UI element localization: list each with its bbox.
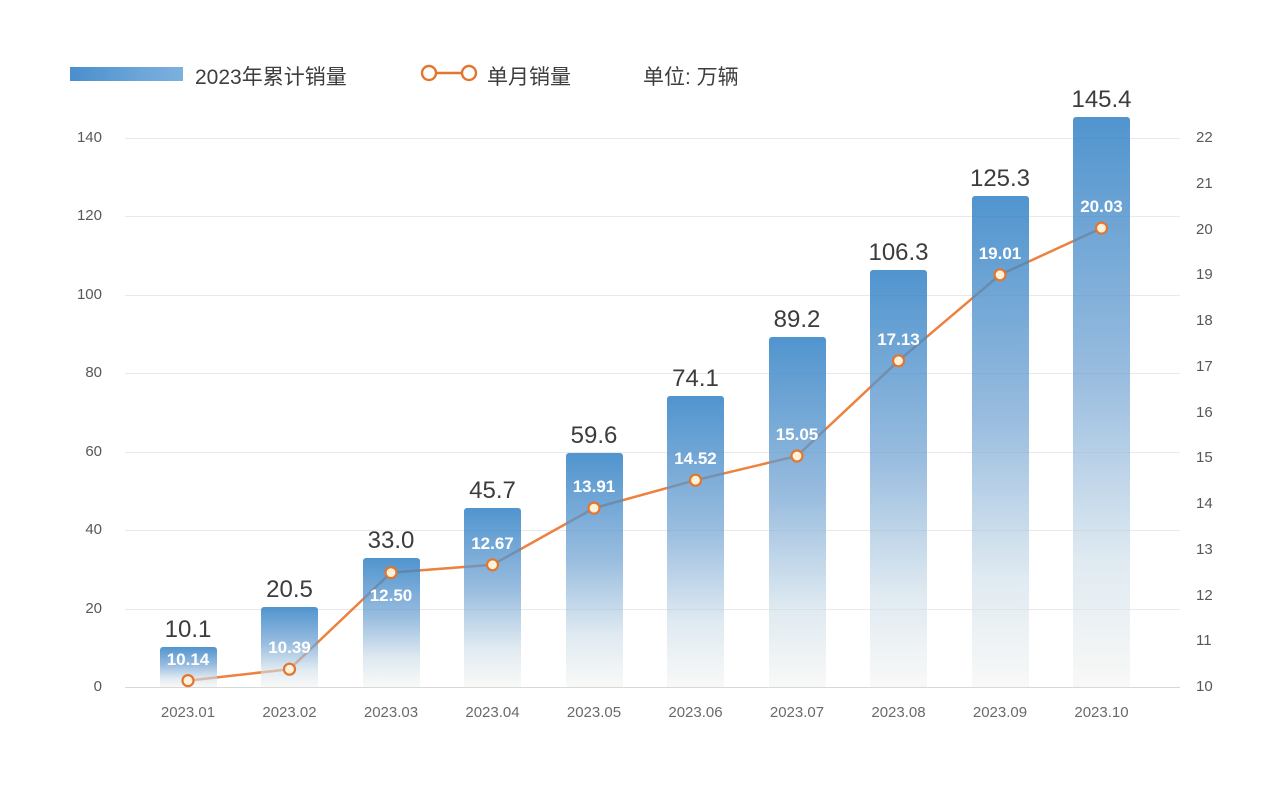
bar-value-label: 74.1 (672, 365, 719, 393)
bar-value-label: 33.0 (367, 526, 415, 554)
line-series-path (187, 226, 1103, 682)
line-marker (688, 473, 703, 487)
bar-value-label: 125.3 (969, 164, 1031, 192)
line-value-label: 10.14 (166, 649, 210, 669)
line-marker (587, 501, 601, 515)
line-marker (181, 673, 195, 688)
bar (1073, 116, 1130, 687)
gridline (125, 608, 1180, 610)
left-y-tick-label: 40 (85, 521, 102, 539)
x-tick-label: 2023.03 (363, 704, 419, 721)
bar-value-label: 10.1 (164, 616, 212, 644)
bar-value-label: 59.6 (570, 422, 618, 450)
line-value-label: 14.52 (674, 449, 717, 469)
bar-value-label: 89.2 (773, 306, 821, 334)
gridline (125, 530, 1180, 532)
right-y-tick-label: 12 (1196, 586, 1213, 604)
x-tick-label: 2023.01 (160, 704, 216, 721)
line-marker (993, 268, 1007, 282)
gridline (125, 216, 1180, 218)
right-y-tick-label: 20 (1196, 220, 1213, 238)
right-y-tick-label: 22 (1196, 129, 1213, 146)
x-tick-label: 2023.02 (262, 704, 317, 721)
bar (870, 270, 927, 687)
right-y-tick-label: 11 (1196, 632, 1212, 650)
line-marker (485, 558, 500, 572)
left-y-tick-label: 120 (76, 207, 102, 225)
bar-value-label: 145.4 (1071, 85, 1132, 113)
left-y-tick-label: 60 (85, 442, 102, 460)
right-y-tick-label: 19 (1196, 266, 1213, 284)
bar-series-legend-label: 2023年累计销量 (195, 66, 347, 89)
bar (768, 337, 826, 687)
line-value-label: 10.39 (268, 638, 311, 658)
left-y-tick-label: 0 (93, 678, 102, 695)
line-value-label: 19.01 (978, 243, 1022, 263)
right-y-tick-label: 18 (1196, 312, 1213, 329)
line-marker (891, 354, 906, 368)
bar-value-label: 106.3 (868, 239, 929, 267)
right-y-tick-label: 16 (1196, 403, 1213, 421)
line-marker (282, 662, 297, 676)
unit-label: 单位: 万辆 (643, 66, 739, 89)
line-value-label: 12.50 (369, 585, 413, 605)
x-tick-label: 2023.04 (465, 704, 520, 721)
line-series-icon (420, 64, 478, 82)
right-y-tick-label: 21 (1196, 174, 1213, 192)
gridline (125, 451, 1180, 453)
gridline (125, 687, 1180, 688)
line-value-label: 13.91 (572, 477, 616, 497)
line-value-label: 12.67 (471, 533, 514, 553)
left-y-tick-label: 80 (85, 364, 102, 382)
bar-value-label: 20.5 (266, 575, 313, 603)
x-tick-label: 2023.07 (769, 704, 825, 721)
left-y-tick-label: 20 (85, 599, 102, 617)
x-tick-label: 2023.06 (668, 704, 723, 721)
bar (464, 507, 521, 687)
left-y-tick-label: 140 (76, 129, 102, 146)
bar (667, 396, 724, 687)
x-tick-label: 2023.10 (1074, 704, 1129, 721)
gridline (125, 138, 1180, 139)
line-value-label: 17.13 (877, 329, 920, 349)
x-tick-label: 2023.08 (871, 704, 926, 721)
line-series-legend-label: 单月销量 (487, 66, 571, 89)
bar-series-swatch (70, 67, 183, 81)
line-marker (790, 449, 804, 463)
bar (565, 453, 623, 687)
left-y-tick-label: 100 (76, 285, 102, 303)
right-y-tick-label: 14 (1196, 495, 1213, 512)
gridline (125, 294, 1180, 296)
line-marker (384, 565, 398, 580)
right-y-tick-label: 17 (1196, 357, 1213, 375)
line-value-label: 15.05 (775, 425, 819, 444)
right-y-tick-label: 10 (1196, 678, 1213, 695)
x-tick-label: 2023.09 (972, 704, 1028, 721)
bar-value-label: 45.7 (469, 476, 516, 504)
gridline (125, 373, 1180, 375)
line-value-label: 20.03 (1080, 197, 1123, 217)
right-y-tick-label: 15 (1196, 449, 1213, 467)
line-marker (1094, 221, 1109, 235)
right-y-tick-label: 13 (1196, 540, 1213, 558)
x-tick-label: 2023.05 (566, 704, 622, 721)
